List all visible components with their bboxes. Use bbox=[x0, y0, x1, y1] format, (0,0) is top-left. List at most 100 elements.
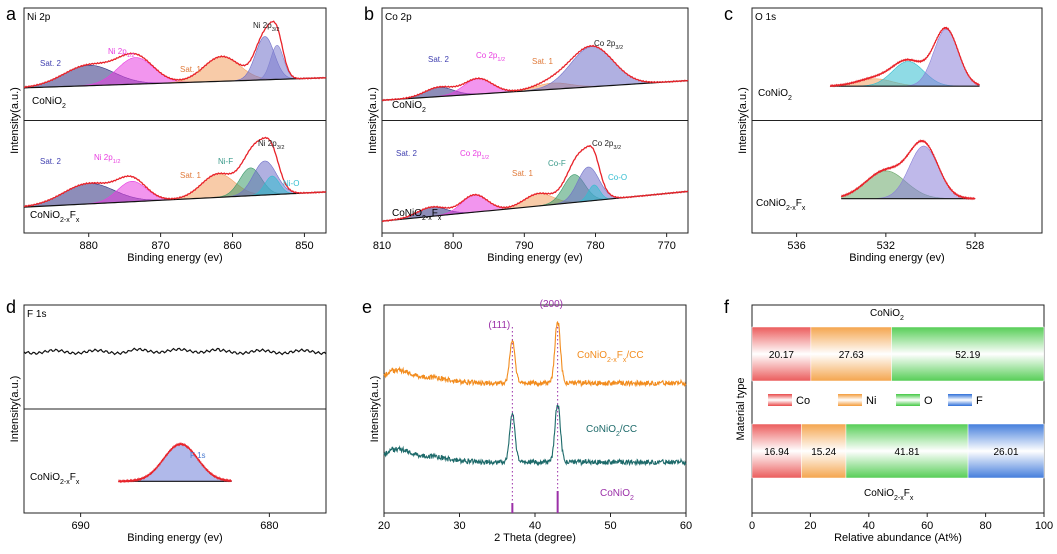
category-label-fluorinated: CoNiO2-xFx bbox=[864, 488, 914, 502]
label-part: 2-x bbox=[786, 205, 796, 212]
panel-e-tick-label: 20 bbox=[378, 520, 390, 532]
panel-c-ylabel: Intensity(a.u.) bbox=[737, 87, 749, 154]
label-part: Ni-F bbox=[218, 157, 233, 166]
peak-label: Sat. 1 bbox=[512, 169, 533, 178]
label-part: Sat. 2 bbox=[40, 157, 61, 166]
legend-label: O bbox=[924, 395, 933, 407]
bar-value-label: 15.24 bbox=[811, 447, 836, 458]
legend-label: F bbox=[976, 395, 983, 407]
bar-value-label: 52.19 bbox=[955, 350, 980, 361]
legend-swatch bbox=[838, 394, 862, 406]
xrd-line-fluorinated bbox=[383, 320, 687, 388]
label-part: CoNiO bbox=[586, 424, 616, 435]
sample-label: CoNiO2 bbox=[392, 100, 426, 114]
label-part: x bbox=[76, 479, 80, 486]
panel-f-frame bbox=[751, 304, 1045, 514]
legend-swatch bbox=[948, 394, 972, 406]
peak-label-200: (200) bbox=[540, 299, 563, 310]
panel-b-tick-label: 780 bbox=[586, 240, 604, 252]
peak-label: Sat. 2 bbox=[40, 59, 61, 68]
label-part: CoNiO bbox=[392, 100, 422, 111]
label-part: Sat. 2 bbox=[428, 55, 449, 64]
panel-d-xlabel: Binding energy (ev) bbox=[127, 532, 222, 544]
label-part: CoNiO bbox=[30, 210, 60, 221]
component-peak bbox=[126, 443, 232, 482]
peak-label: Sat. 1 bbox=[180, 65, 201, 74]
panel-f-xlabel: Relative abundance (At%) bbox=[834, 532, 962, 544]
panel-f-tick-label: 60 bbox=[921, 520, 933, 532]
label-part: CoNiO bbox=[32, 96, 62, 107]
sample-label: CoNiO2-xFx bbox=[756, 198, 806, 212]
sample-label: CoNiO2 bbox=[758, 88, 792, 102]
panel-b-tick-label: 800 bbox=[444, 240, 462, 252]
bar-value-label: 16.94 bbox=[764, 447, 789, 458]
label-part: Ni 2p bbox=[258, 139, 277, 148]
panel-e-ylabel: Intensity(a.u.) bbox=[369, 376, 381, 443]
label-part: Sat. 2 bbox=[396, 149, 417, 158]
label-part: x bbox=[910, 495, 914, 502]
label-part: 2-x bbox=[894, 495, 904, 502]
label-part: x bbox=[623, 357, 627, 364]
label-part: Sat. 1 bbox=[532, 57, 553, 66]
panel-b-ylabel: Intensity(a.u.) bbox=[367, 87, 379, 154]
peak-label: F 1s bbox=[190, 451, 206, 460]
label-part: CoNiO bbox=[864, 488, 894, 499]
peak-label-111: (111) bbox=[488, 320, 510, 331]
fit-envelope-line bbox=[117, 441, 233, 484]
sample-label: CoNiO2 bbox=[32, 96, 66, 110]
panel-f-ylabel: Material type bbox=[735, 378, 747, 441]
stacked-bar-segment bbox=[891, 326, 1045, 382]
label-part: 1/2 bbox=[497, 57, 505, 63]
xrd-line-pristine bbox=[383, 404, 687, 467]
panel-c-tick-label: 528 bbox=[966, 240, 984, 252]
label-part: F bbox=[70, 210, 76, 221]
label-part: F bbox=[796, 198, 802, 209]
series-label-fluorinated: CoNiO2-xFx/CC bbox=[577, 350, 644, 364]
peak-label: Co 2p3/2 bbox=[594, 39, 623, 51]
panel-c-tick-label: 532 bbox=[877, 240, 895, 252]
panel-b-title: Co 2p bbox=[385, 12, 412, 23]
panel-f-tick-label: 20 bbox=[804, 520, 816, 532]
panel-d-ylabel: Intensity(a.u.) bbox=[9, 376, 21, 443]
label-part: 2 bbox=[422, 107, 426, 114]
peak-label: Sat. 2 bbox=[40, 157, 61, 166]
label-part: CoNiO bbox=[758, 88, 788, 99]
fit-envelope-line bbox=[23, 136, 327, 208]
peak-label: Co-O bbox=[608, 173, 627, 182]
legend-swatch bbox=[896, 394, 920, 406]
bar-value-label: 20.17 bbox=[769, 350, 794, 361]
stacked-bar-segment bbox=[801, 423, 847, 479]
bar-value-label: 26.01 bbox=[994, 447, 1019, 458]
series-label-reference: CoNiO2 bbox=[600, 488, 634, 502]
panel-a-tick-label: 860 bbox=[223, 240, 241, 252]
panel-f-tick-label: 100 bbox=[1035, 520, 1053, 532]
label-part: 2-x bbox=[422, 215, 432, 222]
panel-letter-b: b bbox=[364, 4, 374, 24]
label-part: x bbox=[802, 205, 806, 212]
peak-label: Ni-F bbox=[218, 157, 233, 166]
stacked-bar-segment bbox=[967, 423, 1045, 479]
label-part: Ni-O bbox=[283, 179, 299, 188]
label-part: F bbox=[432, 208, 438, 219]
fit-envelope-line bbox=[829, 26, 980, 88]
sample-label: CoNiO2-xFx bbox=[30, 472, 80, 486]
label-part: CoNiO bbox=[756, 198, 786, 209]
panel-c-xlabel: Binding energy (ev) bbox=[849, 252, 944, 264]
label-part: CoNiO bbox=[870, 308, 900, 319]
series-label-pristine: CoNiO2/CC bbox=[586, 424, 637, 438]
label-part: Sat. 2 bbox=[40, 59, 61, 68]
panel-e-frame bbox=[383, 304, 687, 514]
label-part: Co 2p bbox=[476, 51, 498, 60]
panel-e-tick-label: 30 bbox=[453, 520, 465, 532]
legend-label: Co bbox=[796, 395, 810, 407]
panel-b-tick-label: 770 bbox=[657, 240, 675, 252]
fit-envelope-line bbox=[381, 44, 689, 102]
label-part: 1/2 bbox=[481, 155, 489, 161]
panel-letter-c: c bbox=[724, 4, 733, 24]
label-part: Ni 2p bbox=[108, 47, 127, 56]
peak-label: Sat. 2 bbox=[428, 55, 449, 64]
label-part: /CC bbox=[620, 424, 637, 435]
bar-value-label: 41.81 bbox=[894, 447, 919, 458]
peak-label: Co 2p1/2 bbox=[476, 51, 505, 63]
